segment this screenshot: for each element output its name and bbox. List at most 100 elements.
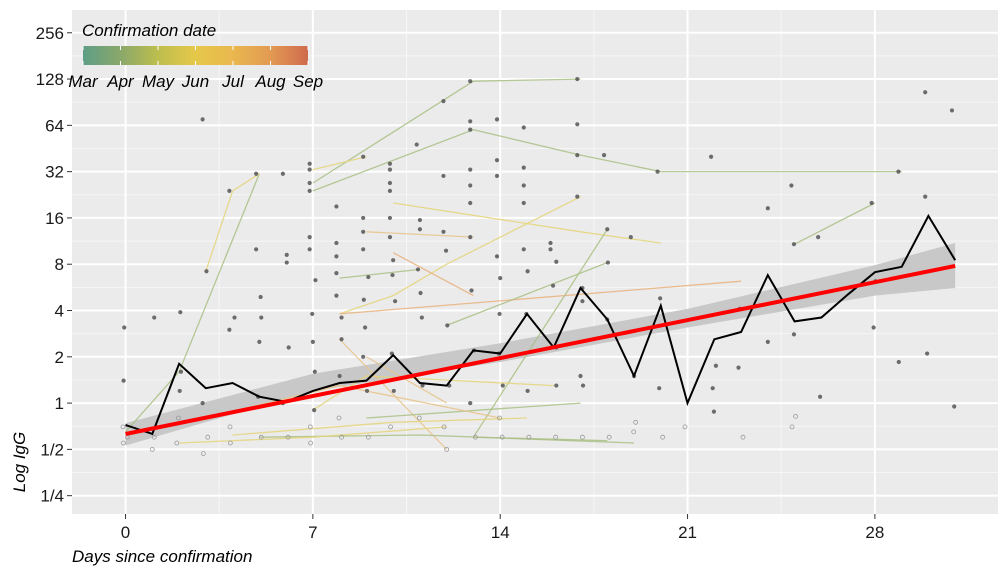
y-tick-label: 1 [55,394,64,413]
data-point [387,167,393,172]
data-point [334,254,339,259]
data-point [441,229,446,234]
trajectory-line [366,356,448,404]
trajectory-line [179,426,447,444]
data-point [657,386,662,391]
legend-title: Confirmation date [82,21,216,40]
data-point [387,161,393,166]
data-point [472,434,478,440]
data-point [468,167,473,172]
data-point [631,429,637,435]
trajectory-line [312,375,554,411]
data-point [258,434,264,440]
y-tick-label: 64 [45,116,64,135]
data-point [177,388,182,394]
y-axis-title: Log IgG [10,432,29,493]
data-point [765,206,770,211]
data-point [361,154,366,159]
data-point [307,167,312,172]
data-point [391,388,396,394]
data-point [361,229,366,234]
y-tick-label: 32 [45,163,64,182]
data-point [284,260,289,265]
data-point [580,299,585,304]
data-point [310,339,315,344]
data-point [526,434,532,440]
legend-label: Aug [254,72,286,91]
data-point [469,288,474,293]
legend-label: May [142,72,176,91]
legend-label: Jul [221,72,245,91]
data-point [312,408,317,413]
data-point [307,424,313,430]
data-point [361,215,366,221]
data-point [499,434,505,440]
data-point [521,183,526,188]
data-point [257,339,262,344]
data-point [896,169,901,174]
data-point [334,240,339,246]
legend-label: Apr [106,72,135,91]
data-point [633,419,639,425]
data-point [468,79,473,84]
data-point [521,125,526,130]
data-point [307,161,312,166]
trajectory-line [339,338,448,450]
data-point [254,247,259,252]
data-point [923,90,928,95]
data-point [227,327,232,332]
data-point [682,424,688,430]
data-point [468,127,473,132]
data-point [363,325,368,330]
trajectory-line [392,252,474,297]
data-point [312,369,317,374]
data-point [655,169,660,174]
data-point [816,235,821,240]
y-tick-label: 1/2 [40,440,64,459]
legend-ticks [82,46,309,65]
data-point [339,337,344,342]
data-point [601,152,607,158]
y-tick-label: 16 [45,209,64,228]
y-tick-label: 4 [55,302,64,321]
data-point [388,424,393,430]
data-point [121,378,126,383]
data-point [580,434,585,440]
data-point [580,383,586,388]
x-tick-label: 14 [491,523,510,542]
data-point [740,434,746,440]
data-point [441,424,447,430]
data-point [284,252,289,257]
data-point [120,424,126,430]
data-point [200,451,206,456]
x-tick-label: 21 [678,523,697,542]
data-point [575,194,580,199]
legend-colorbar [83,46,308,65]
data-point [307,180,312,186]
y-axis: 1/4 1/2 1 2 4 8 16 32 64 128 256 [36,24,72,506]
data-point [575,76,580,82]
data-point [736,365,741,370]
x-axis-title: Days since confirmation [72,547,252,566]
data-point [550,283,556,288]
confidence-band [125,243,956,446]
y-tick-label: 128 [36,70,64,89]
data-point [468,400,473,406]
data-point [554,383,559,388]
data-point [468,183,473,188]
data-point [765,339,770,344]
legend: Confirmation date Mar Apr May Jun Jul Aug Sep [68,21,323,91]
data-point [521,247,526,252]
data-point [365,434,371,440]
trajectory-line [259,434,635,444]
data-point [497,311,502,317]
data-point [658,296,663,301]
data-point [227,188,232,193]
data-point [468,200,473,206]
legend-label: Mar [68,72,99,91]
data-point [387,215,393,221]
data-point [443,248,449,253]
data-point [497,415,502,421]
data-point [280,171,285,176]
data-point [416,415,422,421]
